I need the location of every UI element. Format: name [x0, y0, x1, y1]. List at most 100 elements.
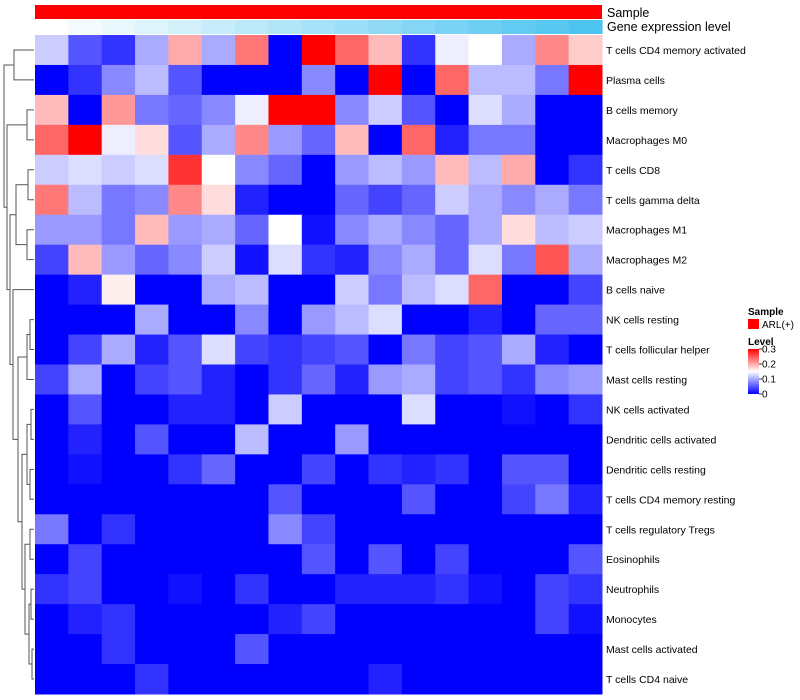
heatmap-cell [468, 544, 503, 575]
heatmap-cell [301, 35, 336, 66]
dendrogram-link [30, 408, 34, 440]
heatmap-cell [168, 664, 203, 695]
heatmap-cell [101, 64, 136, 96]
heatmap-cell [135, 514, 169, 545]
heatmap-cell [268, 544, 303, 575]
heatmap-cell [435, 334, 470, 365]
heatmap-cell [201, 124, 236, 156]
heatmap-cell [535, 664, 570, 695]
heatmap-cell [68, 604, 103, 635]
heatmap-cell [568, 214, 603, 246]
heatmap-cell [101, 604, 136, 635]
heatmap-cell [135, 35, 169, 66]
row-label: Eosinophils [606, 554, 660, 566]
heatmap-cell [568, 64, 603, 96]
heatmap-cell [135, 544, 169, 575]
row-label: B cells memory [606, 105, 679, 117]
annotation-label-gene-expression: Gene expression level [607, 20, 731, 34]
heatmap-cell [68, 514, 103, 545]
heatmap-cell [35, 394, 69, 425]
heatmap-cell [35, 304, 69, 336]
heatmap-cell [568, 304, 603, 336]
heatmap-cell [135, 244, 169, 276]
heatmap-cell [501, 424, 536, 455]
heatmap-cell [435, 664, 470, 695]
heatmap-cell [268, 184, 303, 216]
heatmap-cell [335, 484, 370, 515]
heatmap-cell [401, 664, 436, 695]
row-label: Macrophages M0 [606, 135, 687, 147]
row-labels: T cells CD4 memory activated Plasma cells… [606, 45, 746, 686]
heatmap-cell [335, 394, 370, 425]
heatmap-cell [101, 154, 136, 186]
heatmap-cell [468, 304, 503, 336]
heatmap-cell [368, 574, 403, 605]
heatmap-cell [301, 184, 336, 216]
heatmap-cell [135, 64, 169, 96]
heatmap-cell [435, 64, 470, 96]
heatmap-cell [501, 334, 536, 365]
heatmap-cell [335, 274, 370, 306]
dendrogram-link [26, 109, 34, 141]
heatmap-cell [201, 634, 236, 665]
heatmap-cell [501, 364, 536, 395]
heatmap-cell [201, 514, 236, 545]
heatmap-cell [468, 484, 503, 515]
annotation-tracks [35, 5, 603, 34]
legend-sample-title: Sample [748, 307, 784, 318]
legend-tick-label: 0.3 [762, 345, 776, 356]
heatmap-cell [101, 274, 136, 306]
heatmap-cell [368, 184, 403, 216]
heatmap-cell [535, 454, 570, 485]
heatmap-cell [268, 424, 303, 455]
heatmap-cell [501, 454, 536, 485]
heatmap-cell [168, 124, 203, 156]
heatmap-cell [35, 544, 69, 575]
heatmap-cell [568, 154, 603, 186]
heatmap-cell [335, 124, 370, 156]
heatmap-cell [535, 574, 570, 605]
heatmap-cell [268, 364, 303, 395]
heatmap-cell [535, 514, 570, 545]
heatmap-cell [501, 124, 536, 156]
heatmap-cell [535, 64, 570, 96]
heatmap-cell [468, 244, 503, 276]
heatmap-cell [468, 64, 503, 96]
dendrogram-link [29, 468, 34, 500]
heatmap-cell [201, 244, 236, 276]
annotation-expression-cell [435, 20, 470, 34]
heatmap-cell [501, 544, 536, 575]
heatmap-cell [435, 154, 470, 186]
heatmap-cell [501, 94, 536, 126]
heatmap-cell [135, 604, 169, 635]
heatmap-cell [268, 154, 303, 186]
row-label: T cells gamma delta [606, 195, 700, 207]
heatmap-cell [268, 394, 303, 425]
row-label: Plasma cells [606, 75, 665, 87]
heatmap-cell [535, 364, 570, 395]
heatmap-cell [201, 394, 236, 425]
heatmap-cell [368, 394, 403, 425]
dendrogram-link [29, 319, 34, 351]
heatmap-cell [401, 574, 436, 605]
heatmap-cell [68, 94, 103, 126]
heatmap-cell [235, 304, 269, 336]
heatmap-cell [368, 94, 403, 126]
legend-level-title: Level [748, 337, 774, 348]
heatmap-cell [301, 514, 336, 545]
heatmap-cell [568, 184, 603, 216]
heatmap-cell [568, 94, 603, 126]
heatmap-cell [535, 304, 570, 336]
heatmap-cell [301, 244, 336, 276]
heatmap-cell [368, 244, 403, 276]
heatmap-cell [68, 334, 103, 365]
heatmap-cell [201, 334, 236, 365]
row-dendrogram [3, 49, 34, 680]
heatmap-cell [168, 244, 203, 276]
row-label: T cells CD4 memory activated [606, 45, 746, 57]
heatmap-cell [301, 574, 336, 605]
heatmap-cell [401, 634, 436, 665]
heatmap-cell [368, 664, 403, 695]
heatmap-cell [568, 424, 603, 455]
heatmap-cell [101, 35, 136, 66]
